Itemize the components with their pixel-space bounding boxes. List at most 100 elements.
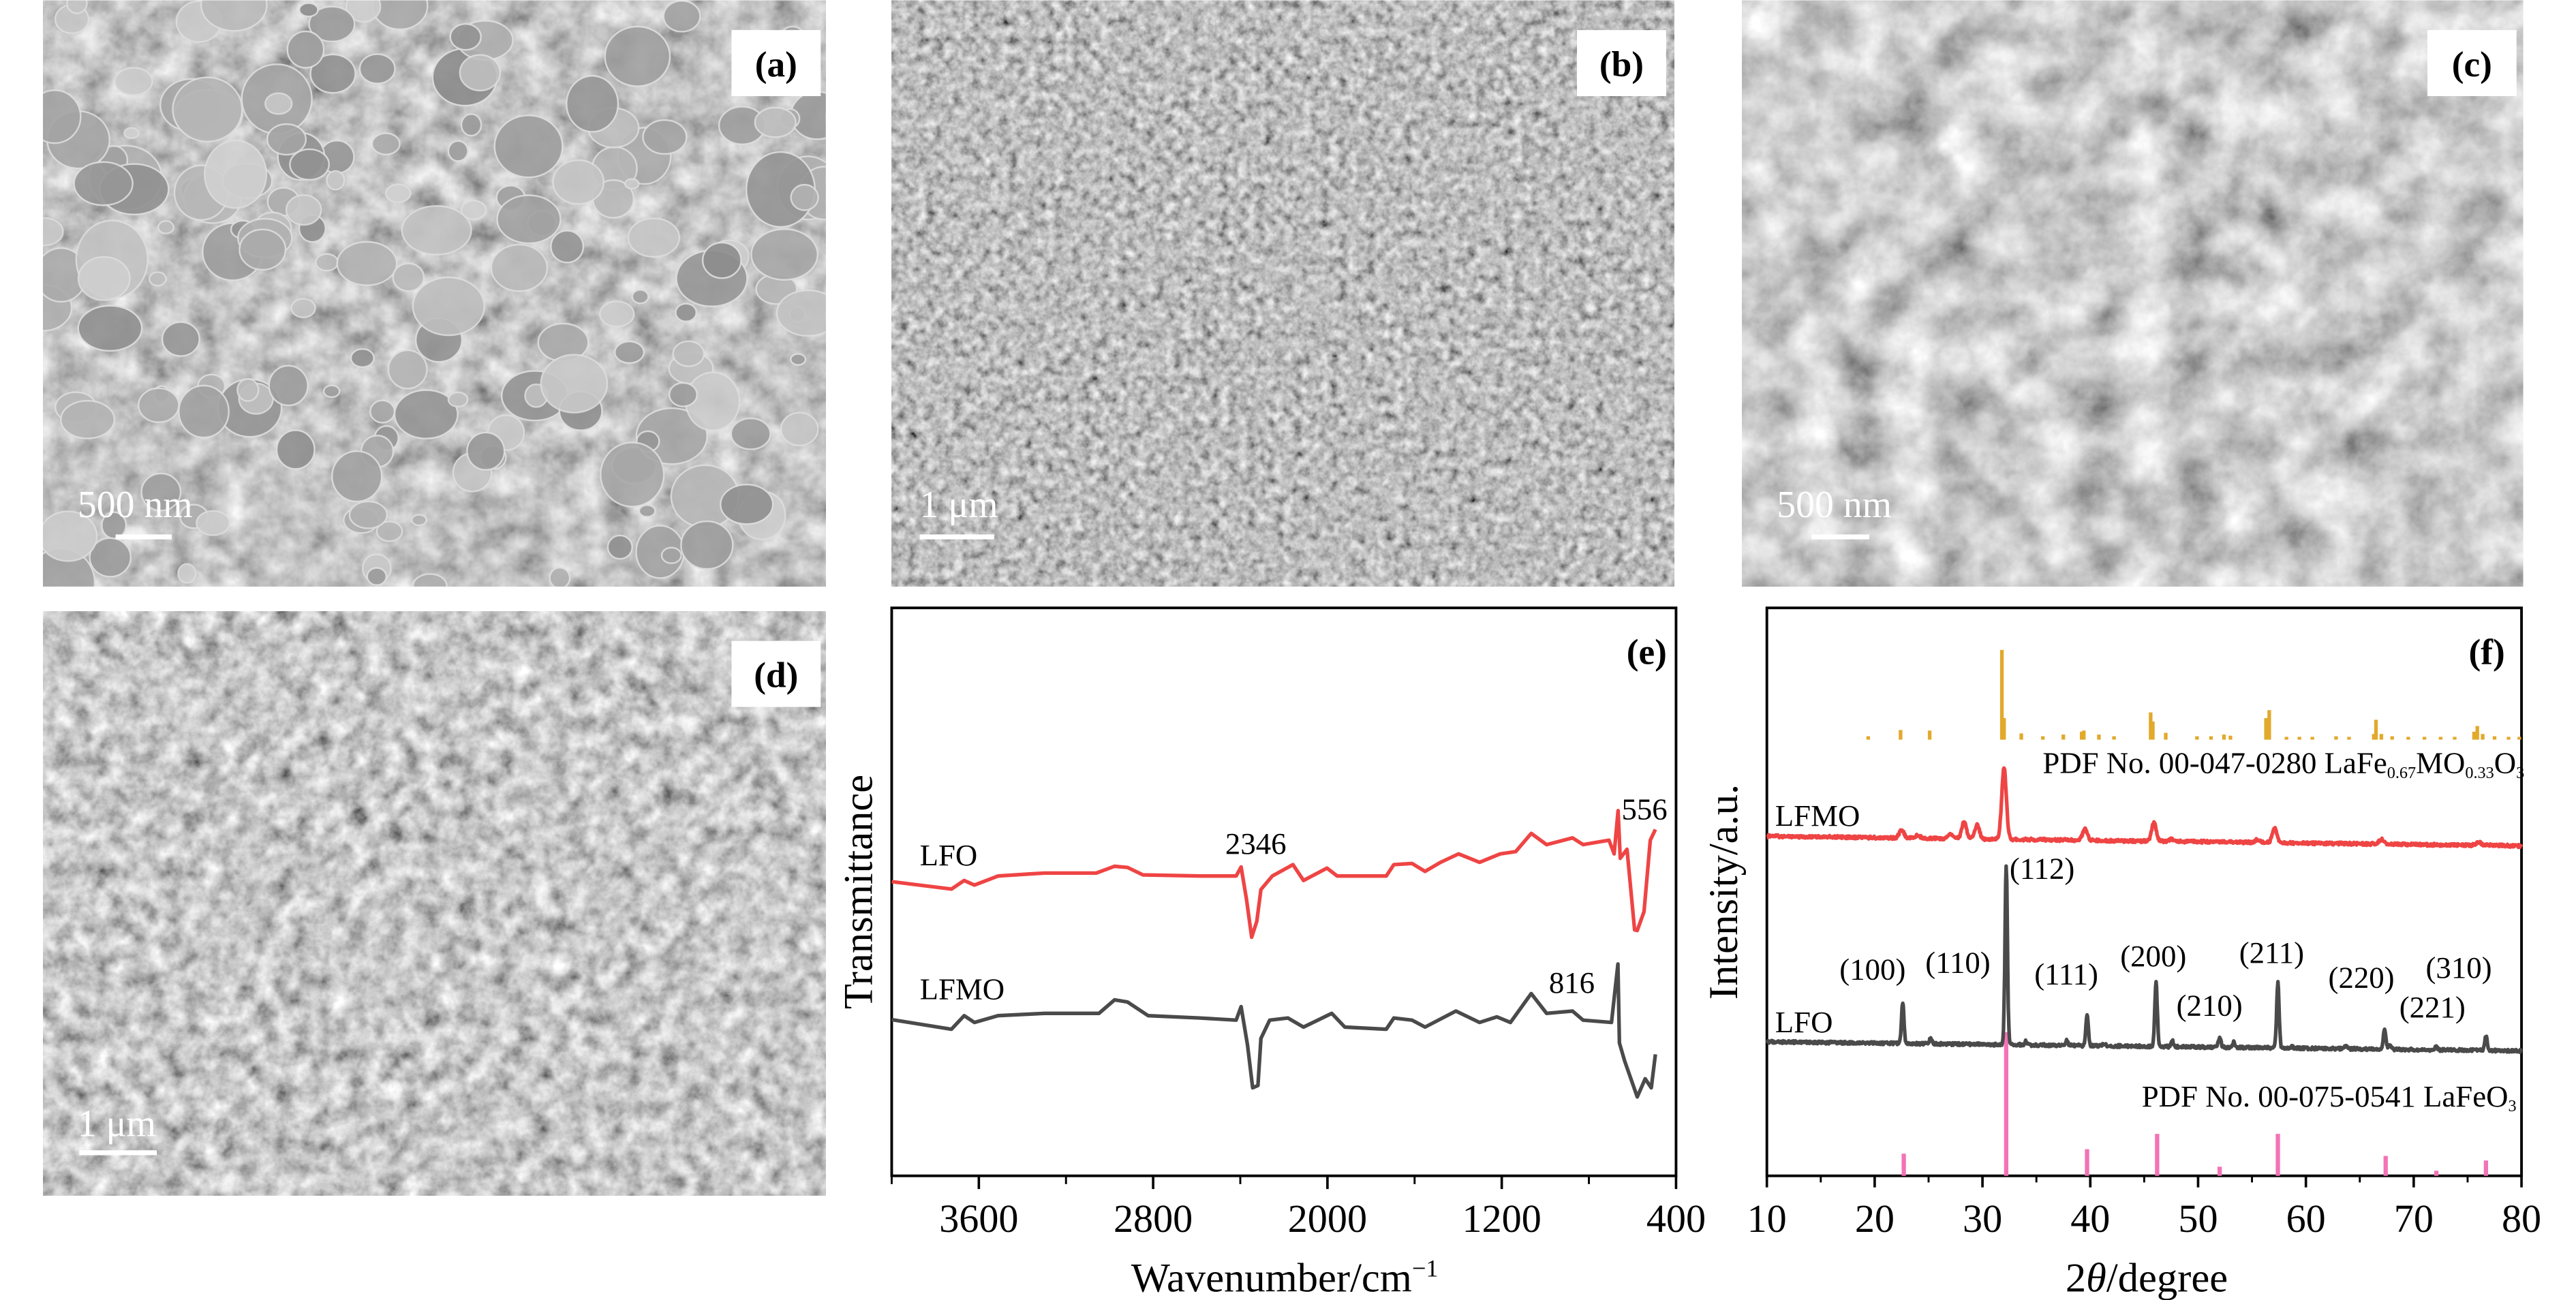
particle — [613, 340, 645, 365]
x-axis-label-theta: θ — [2086, 1255, 2106, 1300]
particle — [384, 183, 412, 204]
miller-index: (200) — [2120, 939, 2186, 973]
particle — [123, 127, 140, 140]
particle — [493, 114, 564, 179]
particle — [236, 377, 260, 402]
particle — [178, 384, 230, 439]
particle — [315, 253, 339, 272]
x-tick-label: 80 — [2502, 1196, 2541, 1241]
particle — [392, 262, 425, 292]
y-axis-label: Intensity/a.u. — [1701, 784, 1747, 1000]
particle — [369, 399, 396, 424]
particle — [42, 217, 64, 247]
miller-index: (210) — [2177, 989, 2243, 1023]
particle — [552, 159, 604, 205]
ftir-chart: 3600 2800 2000 1200 400 (e) LFO LFMO 2346 55… — [835, 606, 1706, 1300]
x-tick-label: 50 — [2178, 1196, 2218, 1241]
x-tick-label: 10 — [1747, 1196, 1787, 1241]
ref-text: MO — [2416, 746, 2465, 780]
particle — [642, 119, 688, 155]
particle — [157, 220, 175, 234]
particle — [196, 510, 231, 536]
x-axis-label: 2θ/degree — [2066, 1255, 2228, 1300]
series-label-lfmo: LFMO — [920, 972, 1005, 1006]
x-axis-label-text: 2 — [2066, 1255, 2086, 1300]
ref-subscript: 0.67 — [2387, 764, 2416, 782]
particle — [204, 140, 268, 209]
particle — [200, 0, 268, 32]
particle — [447, 140, 469, 162]
x-axis-label-text: /degree — [2106, 1255, 2228, 1300]
series-line-lfo — [1765, 864, 2523, 1055]
particle — [627, 217, 680, 258]
x-tick-label: 2800 — [1114, 1196, 1193, 1241]
miller-index: (100) — [1839, 952, 1905, 986]
annotation-556: 556 — [1621, 792, 1667, 826]
miller-index: (112) — [2010, 852, 2074, 886]
x-tick-label: 30 — [1963, 1196, 2002, 1241]
x-tick-label: 20 — [1855, 1196, 1895, 1241]
x-tick-label: 40 — [2070, 1196, 2110, 1241]
particle — [460, 200, 487, 221]
particle — [177, 563, 197, 584]
series-line-lfmo — [1765, 766, 2524, 850]
sem-panel-d: (d) 1 μm — [43, 611, 826, 1196]
particle — [371, 132, 401, 156]
series-line-lfmo — [891, 962, 1657, 1099]
particle — [358, 53, 396, 84]
panel-label-d: (d) — [754, 655, 798, 696]
panel-label-b: (b) — [1599, 44, 1644, 84]
plot-frame — [890, 606, 1678, 1177]
particle — [600, 442, 665, 508]
scale-bar-label-a: 500 nm — [78, 484, 193, 526]
x-tick-label: 70 — [2394, 1196, 2434, 1241]
particle — [776, 289, 826, 337]
particle — [750, 228, 819, 281]
ref-subscript: 0.33 — [2465, 764, 2494, 782]
particle — [309, 53, 356, 94]
reference-label-lfmo: PDF No. 00-047-0280 LaFe0.67MO0.33O3 — [2042, 746, 2524, 782]
particle — [790, 183, 819, 211]
panel-label-a: (a) — [755, 44, 797, 84]
particle — [114, 67, 153, 96]
series-line-lfo — [891, 809, 1657, 940]
ref-text: O — [2494, 746, 2516, 780]
particle — [607, 534, 633, 560]
particle — [266, 123, 307, 156]
particle — [393, 389, 459, 439]
particle — [660, 546, 682, 564]
particle — [42, 510, 98, 562]
series-label-lfmo: LFMO — [1775, 799, 1860, 833]
scale-bar-label-c: 500 nm — [1777, 484, 1892, 526]
scale-bar-label-b: 1 μm — [920, 484, 998, 526]
particle — [754, 106, 797, 138]
particle — [412, 573, 448, 587]
miller-index: (310) — [2426, 950, 2492, 985]
particle — [331, 450, 383, 503]
particle — [322, 384, 341, 399]
particle — [77, 256, 131, 301]
x-tick-label: 1200 — [1462, 1196, 1542, 1241]
particle — [449, 22, 482, 51]
x-tick-label: 60 — [2286, 1196, 2326, 1241]
panel-label-c: (c) — [2452, 44, 2492, 84]
particle — [66, 0, 88, 14]
particle — [375, 521, 403, 542]
particle — [460, 113, 482, 137]
particle — [496, 194, 562, 245]
particle — [140, 472, 182, 512]
particle — [675, 303, 698, 323]
particle — [668, 382, 699, 407]
particle — [410, 514, 427, 527]
particle — [540, 354, 609, 414]
particle — [77, 305, 143, 352]
particle — [720, 483, 774, 525]
x-tick-label: 2000 — [1288, 1196, 1367, 1241]
scale-bar-label-d: 1 μm — [78, 1103, 156, 1145]
particle — [350, 348, 375, 369]
particle — [286, 30, 325, 69]
x-tick-label: 400 — [1646, 1196, 1706, 1241]
sem-panel-b: (b) 1 μm — [891, 0, 1674, 587]
particle — [290, 298, 316, 318]
